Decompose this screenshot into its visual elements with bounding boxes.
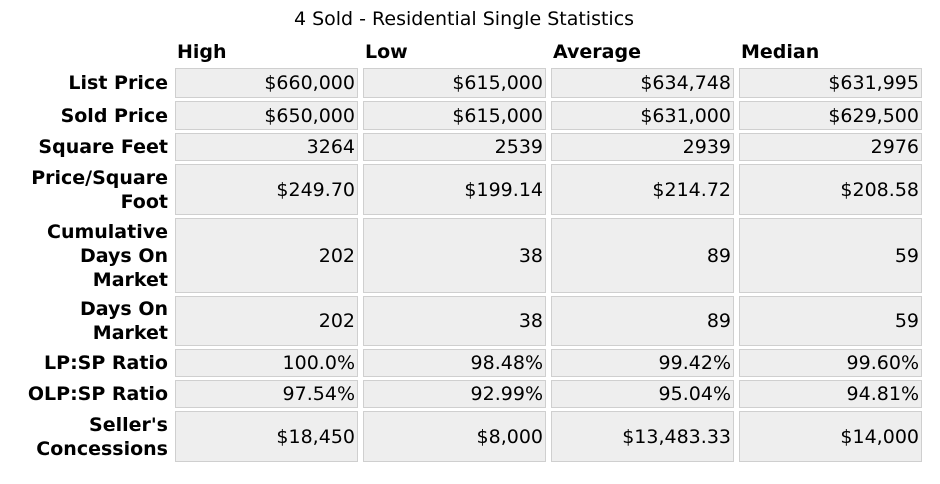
table-cell: 95.04%: [551, 380, 734, 408]
table-row: LP:SP Ratio 100.0% 98.48% 99.42% 99.60%: [20, 349, 922, 377]
header-row: High Low Average Median: [20, 38, 922, 65]
table-cell: $13,483.33: [551, 411, 734, 462]
table-cell: 2939: [551, 133, 734, 161]
row-label: Sold Price: [60, 104, 168, 127]
table-cell: 38: [363, 296, 546, 346]
table-cell: 98.48%: [363, 349, 546, 377]
table-row: Sold Price $650,000 $615,000 $631,000 $6…: [20, 101, 922, 130]
table-cell: 38: [363, 218, 546, 293]
table-cell: 99.42%: [551, 349, 734, 377]
table-cell: $629,500: [739, 101, 922, 130]
table-cell: 202: [175, 296, 358, 346]
table-cell: $18,450: [175, 411, 358, 462]
row-label: OLP:SP Ratio: [27, 383, 168, 405]
table-cell: $8,000: [363, 411, 546, 462]
table-cell: $660,000: [175, 68, 358, 98]
table-cell: $14,000: [739, 411, 922, 462]
table-row: OLP:SP Ratio 97.54% 92.99% 95.04% 94.81%: [20, 380, 922, 408]
column-header-high: High: [177, 40, 227, 63]
table-cell: $615,000: [363, 68, 546, 98]
table-cell: 2976: [739, 133, 922, 161]
table-cell: 92.99%: [363, 380, 546, 408]
table-cell: 94.81%: [739, 380, 922, 408]
row-label: Price/Square Foot: [31, 166, 168, 213]
table-cell: $631,000: [551, 101, 734, 130]
table-cell: $650,000: [175, 101, 358, 130]
row-label: LP:SP Ratio: [44, 352, 168, 374]
corner-cell: [20, 38, 170, 65]
table-cell: 202: [175, 218, 358, 293]
table-row: List Price $660,000 $615,000 $634,748 $6…: [20, 68, 922, 98]
table-cell: 89: [551, 218, 734, 293]
table-cell: $199.14: [363, 164, 546, 215]
table-cell: $634,748: [551, 68, 734, 98]
table-cell: $249.70: [175, 164, 358, 215]
table-cell: 2539: [363, 133, 546, 161]
row-label: List Price: [68, 72, 168, 94]
table-cell: $631,995: [739, 68, 922, 98]
column-header-low: Low: [365, 40, 408, 63]
table-cell: $615,000: [363, 101, 546, 130]
table-cell: 89: [551, 296, 734, 346]
table-cell: 100.0%: [175, 349, 358, 377]
table-row: Days On Market 202 38 89 59: [20, 296, 922, 346]
table-cell: 97.54%: [175, 380, 358, 408]
row-label: Seller's Concessions: [36, 413, 168, 460]
column-header-median: Median: [741, 40, 820, 63]
table-cell: $214.72: [551, 164, 734, 215]
table-row: Price/Square Foot $249.70 $199.14 $214.7…: [20, 164, 922, 215]
table-cell: 59: [739, 296, 922, 346]
table-cell: 99.60%: [739, 349, 922, 377]
table-row: Seller's Concessions $18,450 $8,000 $13,…: [20, 411, 922, 462]
row-label: Cumulative Days On Market: [47, 220, 168, 291]
row-label: Days On Market: [80, 298, 168, 344]
column-header-average: Average: [553, 40, 641, 63]
statistics-table: High Low Average Median List Price $660,…: [15, 35, 927, 465]
row-label: Square Feet: [38, 136, 168, 158]
table-row: Square Feet 3264 2539 2939 2976: [20, 133, 922, 161]
table-caption: 4 Sold - Residential Single Statistics: [0, 8, 940, 30]
table-cell: 59: [739, 218, 922, 293]
table-row: Cumulative Days On Market 202 38 89 59: [20, 218, 922, 293]
table-cell: 3264: [175, 133, 358, 161]
table-title: 4 Sold - Residential Single Statistics: [293, 8, 635, 30]
table-cell: $208.58: [739, 164, 922, 215]
